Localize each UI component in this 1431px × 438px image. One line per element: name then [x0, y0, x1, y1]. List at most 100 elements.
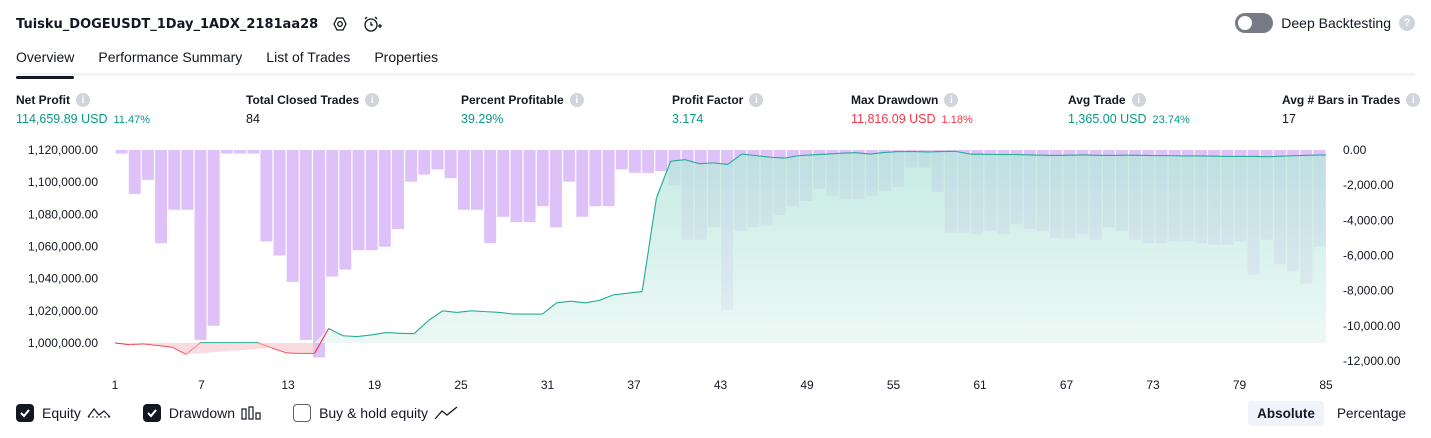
drawdown-bar — [313, 150, 326, 358]
left-tick-label: 1,000,000.00 — [28, 336, 98, 350]
metric-max-drawdown: Max Drawdown i 11,816.09 USD 1.18% — [851, 93, 973, 126]
drawdown-bar — [128, 150, 141, 194]
equity-line-segment — [499, 311, 514, 315]
x-axis: 1 7 13 19 25 31 37 43 49 55 61 67 73 79 85 — [112, 378, 1333, 392]
equity-line-segment — [114, 342, 130, 346]
x-tick-label: 85 — [1319, 378, 1333, 392]
equity-line-segment — [741, 153, 757, 157]
info-icon[interactable]: i — [76, 93, 90, 107]
bar-chart-icon — [241, 405, 261, 421]
info-icon[interactable]: i — [749, 93, 764, 107]
drawdown-bar — [247, 150, 260, 154]
settings-icon[interactable] — [330, 14, 350, 34]
avg-trade-percent: 23.74% — [1152, 114, 1190, 126]
legend-buy-hold[interactable]: Buy & hold equity — [293, 404, 458, 422]
net-profit-percent: 11.47% — [113, 114, 151, 126]
info-icon[interactable]: i — [944, 93, 959, 107]
equity-line-segment — [699, 162, 714, 165]
metric-label: Avg Trade — [1068, 93, 1126, 107]
left-tick-label: 1,100,000.00 — [28, 175, 98, 189]
right-tick-label: -10,000.00 — [1343, 319, 1401, 333]
drawdown-bar — [378, 150, 391, 247]
equity-checkbox[interactable] — [16, 404, 34, 422]
equity-line-segment — [627, 290, 643, 294]
drawdown-checkbox[interactable] — [142, 404, 161, 422]
info-icon[interactable]: i — [365, 93, 380, 107]
equity-line-segment — [556, 300, 571, 304]
equity-line-segment — [428, 310, 443, 321]
left-tick-label: 1,120,000.00 — [28, 143, 98, 157]
legend-equity[interactable]: Equity — [16, 404, 111, 422]
drawdown-bar — [405, 150, 418, 182]
absolute-button[interactable]: Absolute — [1248, 401, 1324, 426]
drawdown-bar — [168, 150, 181, 210]
drawdown-bar — [444, 150, 457, 179]
equity-line-segment — [955, 150, 970, 155]
drawdown-bar — [286, 150, 299, 282]
equity-line-segment — [599, 294, 614, 301]
x-tick-label: 79 — [1233, 378, 1247, 392]
drawdown-bar — [523, 150, 536, 223]
info-icon[interactable]: i — [569, 93, 584, 107]
drawdown-bar — [352, 150, 365, 251]
equity-line-segment — [171, 346, 187, 355]
right-tick-label: -2,000.00 — [1343, 178, 1394, 192]
left-axis: 1,120,000.00 1,100,000.00 1,080,000.00 1,06… — [28, 143, 98, 350]
tab-properties[interactable]: Properties — [374, 49, 439, 65]
equity-line-segment — [471, 310, 486, 313]
info-icon[interactable]: i — [1131, 93, 1146, 107]
chart-legend: Equity Drawdown Buy & hold equity — [16, 404, 490, 422]
legend-drawdown[interactable]: Drawdown — [142, 404, 261, 422]
tab-performance-summary[interactable]: Performance Summary — [98, 49, 243, 65]
equity-drawdown-chart[interactable]: 1,120,000.00 1,100,000.00 1,080,000.00 1,06… — [0, 138, 1431, 396]
profit-factor-value: 3.174 — [672, 112, 704, 126]
metric-label: Total Closed Trades — [246, 93, 360, 107]
x-tick-label: 31 — [541, 378, 555, 392]
x-tick-label: 7 — [198, 378, 205, 392]
max-drawdown-value: 11,816.09 USD — [851, 112, 936, 126]
metrics-row: Net Profit i 114,659.89 USD 11.47% Total C… — [16, 93, 1421, 133]
right-axis: 0.00 -2,000.00 -4,000.00 -6,000.00 -8,000.00… — [1343, 143, 1401, 368]
right-tick-label: -6,000.00 — [1343, 249, 1394, 263]
equity-line-segment — [670, 159, 685, 162]
x-tick-label: 25 — [454, 378, 468, 392]
left-tick-label: 1,060,000.00 — [28, 240, 98, 254]
x-tick-label: 73 — [1146, 378, 1160, 392]
x-tick-label: 55 — [887, 378, 901, 392]
metric-label: Max Drawdown — [851, 93, 939, 107]
drawdown-bar — [484, 150, 497, 244]
alert-clock-icon[interactable] — [362, 14, 383, 34]
drawdown-bar — [497, 150, 510, 217]
x-tick-label: 1 — [112, 378, 119, 392]
percentage-button[interactable]: Percentage — [1336, 406, 1406, 421]
drawdown-bar — [115, 150, 128, 154]
equity-line-segment — [585, 299, 600, 304]
tab-overview[interactable]: Overview — [16, 44, 75, 79]
equity-line-icon — [87, 405, 111, 421]
metric-avg-trade: Avg Trade i 1,365.00 USD 23.74% — [1068, 93, 1190, 126]
drawdown-bar — [563, 150, 576, 182]
buy-hold-checkbox[interactable] — [293, 404, 312, 422]
right-tick-label: 0.00 — [1343, 143, 1367, 157]
drawdown-bar — [576, 150, 589, 217]
right-tick-label: -8,000.00 — [1343, 284, 1394, 298]
metric-label: Net Profit — [16, 93, 70, 107]
drawdown-bar — [602, 150, 615, 207]
help-icon[interactable]: ? — [1399, 15, 1415, 31]
tab-list-of-trades[interactable]: List of Trades — [266, 49, 351, 65]
metric-avg-bars: Avg # Bars in Trades i 17 — [1282, 93, 1421, 126]
drawdown-bar — [155, 150, 168, 244]
net-profit-value: 114,659.89 USD — [16, 112, 108, 126]
x-tick-label: 13 — [281, 378, 295, 392]
drawdown-bar — [628, 150, 641, 173]
equity-line-segment — [157, 344, 173, 348]
x-tick-label: 49 — [800, 378, 814, 392]
info-icon[interactable]: i — [1406, 93, 1421, 107]
max-drawdown-percent: 1.18% — [941, 114, 973, 126]
equity-line-segment — [1268, 155, 1284, 158]
drawdown-bar — [326, 150, 339, 277]
drawdown-bar — [549, 150, 562, 228]
equity-line-segment — [342, 335, 358, 338]
deep-backtesting-toggle[interactable] — [1235, 13, 1274, 33]
drawdown-bar — [431, 150, 444, 170]
